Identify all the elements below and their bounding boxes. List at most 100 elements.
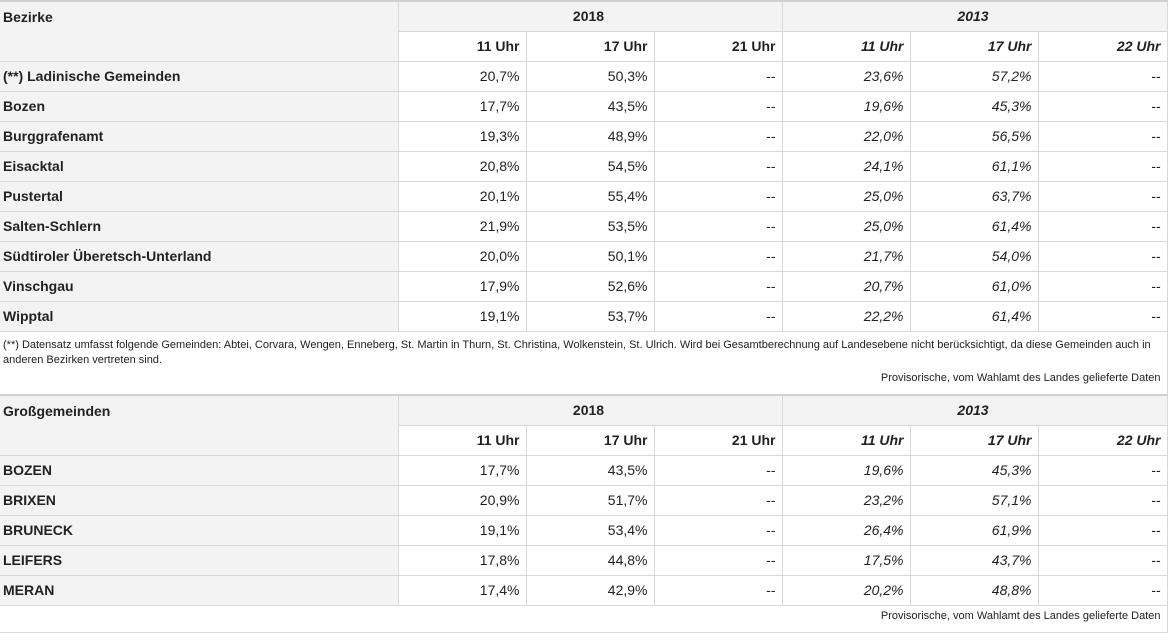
row-label: Salten-Schlern bbox=[0, 211, 399, 242]
turnout-value: -- bbox=[1038, 91, 1168, 122]
turnout-value: -- bbox=[654, 271, 783, 302]
hour-header: 22 Uhr bbox=[1038, 425, 1168, 456]
turnout-value: 50,3% bbox=[526, 61, 655, 92]
year-header-2018: 2018 bbox=[398, 0, 783, 32]
turnout-value: 20,7% bbox=[398, 61, 527, 92]
turnout-value: 48,8% bbox=[910, 575, 1039, 606]
turnout-value: 63,7% bbox=[910, 181, 1039, 212]
table-row: Vinschgau 17,9% 52,6% -- 20,7% 61,0% -- bbox=[0, 271, 1168, 302]
turnout-value: 56,5% bbox=[910, 121, 1039, 152]
turnout-value: 17,7% bbox=[398, 455, 527, 486]
turnout-value: -- bbox=[1038, 485, 1168, 516]
turnout-value: 17,8% bbox=[398, 545, 527, 576]
turnout-value: -- bbox=[1038, 151, 1168, 182]
turnout-value: -- bbox=[654, 91, 783, 122]
row-label: MERAN bbox=[0, 575, 399, 606]
table-row: Eisacktal 20,8% 54,5% -- 24,1% 61,1% -- bbox=[0, 151, 1168, 182]
turnout-value: 19,6% bbox=[782, 455, 911, 486]
turnout-value: 54,5% bbox=[526, 151, 655, 182]
turnout-value: 19,6% bbox=[782, 91, 911, 122]
turnout-value: 17,7% bbox=[398, 91, 527, 122]
turnout-value: -- bbox=[1038, 515, 1168, 546]
turnout-value: 45,3% bbox=[910, 91, 1039, 122]
source-row: Provisorische, vom Wahlamt des Landes ge… bbox=[0, 368, 1168, 396]
row-label: BRUNECK bbox=[0, 515, 399, 546]
turnout-value: 26,4% bbox=[782, 515, 911, 546]
hour-header: 21 Uhr bbox=[654, 31, 783, 62]
turnout-value: 21,9% bbox=[398, 211, 527, 242]
turnout-value: 53,7% bbox=[526, 301, 655, 332]
turnout-value: -- bbox=[1038, 241, 1168, 272]
turnout-value: 42,9% bbox=[526, 575, 655, 606]
turnout-value: 48,9% bbox=[526, 121, 655, 152]
table-row: Wipptal 19,1% 53,7% -- 22,2% 61,4% -- bbox=[0, 301, 1168, 332]
row-label: Wipptal bbox=[0, 301, 399, 332]
turnout-value: -- bbox=[654, 61, 783, 92]
turnout-value: -- bbox=[654, 181, 783, 212]
hour-header: 11 Uhr bbox=[782, 31, 911, 62]
turnout-value: 57,1% bbox=[910, 485, 1039, 516]
row-label: Südtiroler Überetsch-Unterland bbox=[0, 241, 399, 272]
column-header-region: Bezirke bbox=[0, 0, 399, 62]
table-row: BOZEN 17,7% 43,5% -- 19,6% 45,3% -- bbox=[0, 455, 1168, 486]
turnout-value: 20,7% bbox=[782, 271, 911, 302]
table-row: BRIXEN 20,9% 51,7% -- 23,2% 57,1% -- bbox=[0, 485, 1168, 516]
turnout-value: 23,6% bbox=[782, 61, 911, 92]
footnote-row: (**) Datensatz umfasst folgende Gemeinde… bbox=[0, 331, 1168, 368]
turnout-value: 44,8% bbox=[526, 545, 655, 576]
turnout-value: 17,5% bbox=[782, 545, 911, 576]
source-note: Provisorische, vom Wahlamt des Landes ge… bbox=[0, 368, 1168, 396]
turnout-value: 54,0% bbox=[910, 241, 1039, 272]
turnout-value: 51,7% bbox=[526, 485, 655, 516]
turnout-value: 20,1% bbox=[398, 181, 527, 212]
table-row: BRUNECK 19,1% 53,4% -- 26,4% 61,9% -- bbox=[0, 515, 1168, 546]
turnout-value: -- bbox=[654, 485, 783, 516]
turnout-value: -- bbox=[654, 301, 783, 332]
turnout-value: 21,7% bbox=[782, 241, 911, 272]
table-row: Südtiroler Überetsch-Unterland 20,0% 50,1%… bbox=[0, 241, 1168, 272]
turnout-value: 43,5% bbox=[526, 91, 655, 122]
turnout-value: -- bbox=[654, 211, 783, 242]
turnout-value: 53,4% bbox=[526, 515, 655, 546]
header-row-years: Bezirke 2018 2013 bbox=[0, 0, 1168, 62]
row-label: Eisacktal bbox=[0, 151, 399, 182]
footnote: (**) Datensatz umfasst folgende Gemeinde… bbox=[0, 331, 1168, 368]
turnout-value: 52,6% bbox=[526, 271, 655, 302]
turnout-value: 61,0% bbox=[910, 271, 1039, 302]
turnout-value: -- bbox=[1038, 121, 1168, 152]
turnout-value: -- bbox=[654, 455, 783, 486]
row-label: BRIXEN bbox=[0, 485, 399, 516]
turnout-value: -- bbox=[1038, 211, 1168, 242]
hour-header: 11 Uhr bbox=[782, 425, 911, 456]
turnout-value: 17,9% bbox=[398, 271, 527, 302]
turnout-value: -- bbox=[1038, 61, 1168, 92]
column-header-region: Großgemeinden bbox=[0, 394, 399, 456]
hour-header: 22 Uhr bbox=[1038, 31, 1168, 62]
header-row-hours: 11 Uhr 17 Uhr 21 Uhr 11 Uhr 17 Uhr 22 Uhr bbox=[0, 425, 1168, 456]
source-row: Provisorische, vom Wahlamt des Landes ge… bbox=[0, 605, 1168, 633]
row-label: (**) Ladinische Gemeinden bbox=[0, 61, 399, 92]
turnout-value: 23,2% bbox=[782, 485, 911, 516]
turnout-value: 61,4% bbox=[910, 211, 1039, 242]
turnout-value: 45,3% bbox=[910, 455, 1039, 486]
source-note: Provisorische, vom Wahlamt des Landes ge… bbox=[0, 605, 1168, 633]
turnout-value: 17,4% bbox=[398, 575, 527, 606]
turnout-value: -- bbox=[1038, 301, 1168, 332]
turnout-value: 50,1% bbox=[526, 241, 655, 272]
turnout-value: 25,0% bbox=[782, 211, 911, 242]
row-label: Vinschgau bbox=[0, 271, 399, 302]
table-row: MERAN 17,4% 42,9% -- 20,2% 48,8% -- bbox=[0, 575, 1168, 606]
table-row: LEIFERS 17,8% 44,8% -- 17,5% 43,7% -- bbox=[0, 545, 1168, 576]
turnout-value: -- bbox=[654, 515, 783, 546]
turnout-value: -- bbox=[654, 575, 783, 606]
year-header-2018: 2018 bbox=[398, 394, 783, 426]
hour-header: 17 Uhr bbox=[526, 31, 655, 62]
year-header-2013: 2013 bbox=[782, 0, 1168, 32]
turnout-value: 43,5% bbox=[526, 455, 655, 486]
table-row: Salten-Schlern 21,9% 53,5% -- 25,0% 61,4% -- bbox=[0, 211, 1168, 242]
turnout-value: 20,8% bbox=[398, 151, 527, 182]
row-label: Pustertal bbox=[0, 181, 399, 212]
turnout-value: -- bbox=[654, 545, 783, 576]
table-row: Pustertal 20,1% 55,4% -- 25,0% 63,7% -- bbox=[0, 181, 1168, 212]
